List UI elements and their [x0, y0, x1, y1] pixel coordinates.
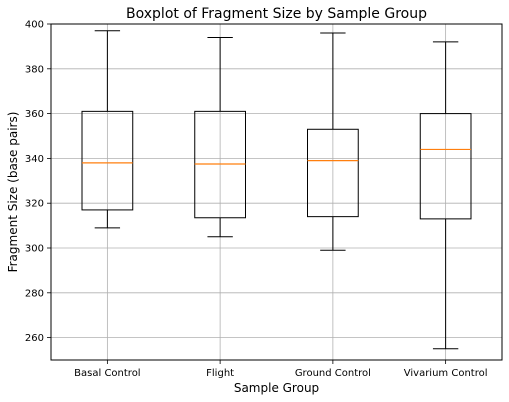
y-tick-label: 340	[25, 154, 44, 165]
tick-layer: 260 280 300 320 340 360 380 400 Basal Control Fli…	[25, 20, 488, 380]
y-tick-label: 320	[25, 199, 44, 210]
box-ground-control	[307, 32, 359, 251]
y-axis-label: Fragment Size (base pairs)	[6, 112, 20, 273]
iqr-box	[81, 110, 134, 211]
y-tick-label: 380	[25, 64, 44, 75]
iqr-box	[307, 128, 359, 218]
y-tick-label: 260	[25, 333, 44, 344]
y-tick-label: 280	[25, 288, 44, 299]
x-tick-label: Basal Control	[74, 368, 140, 379]
x-tick-label: Ground Control	[295, 368, 371, 379]
x-tick-label: Vivarium Control	[404, 368, 488, 379]
y-tick-label: 400	[25, 20, 44, 31]
x-axis-label: Sample Group	[234, 381, 319, 395]
grid-layer	[51, 23, 502, 360]
y-tick-label: 360	[25, 109, 44, 120]
iqr-box	[419, 113, 472, 220]
plot-frame	[50, 23, 503, 361]
box-layer	[81, 30, 472, 350]
box-flight	[194, 36, 246, 238]
box-vivarium-control	[419, 41, 472, 350]
chart-title: Boxplot of Fragment Size by Sample Group	[126, 6, 427, 22]
x-tick-label: Flight	[206, 368, 234, 379]
y-tick-label: 300	[25, 244, 44, 255]
box-basal-control	[81, 30, 134, 229]
